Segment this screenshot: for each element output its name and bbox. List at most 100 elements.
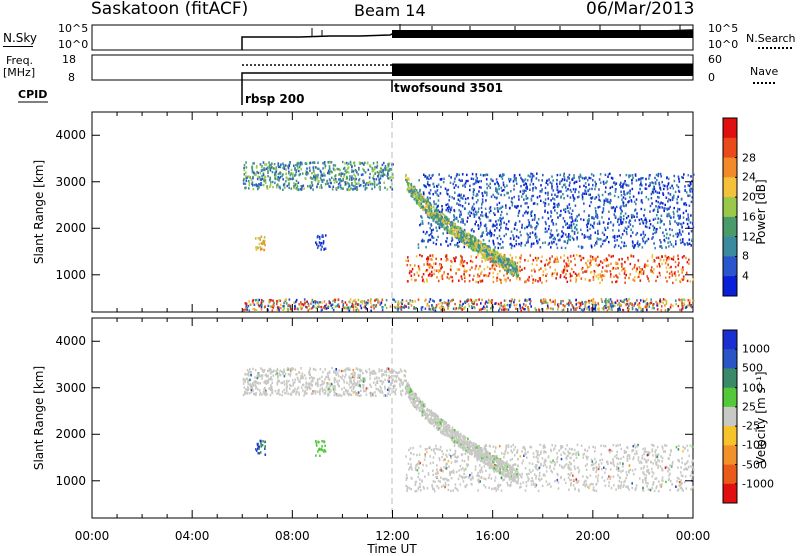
data-cell [675, 191, 677, 193]
data-cell [583, 257, 585, 259]
data-cell [560, 174, 562, 176]
data-cell [550, 181, 552, 183]
data-cell [690, 221, 692, 223]
data-cell [494, 303, 496, 305]
data-cell [319, 186, 321, 188]
data-cell [621, 263, 623, 265]
data-cell [691, 201, 693, 203]
data-cell [405, 174, 407, 176]
data-cell [661, 305, 663, 307]
data-cell [641, 191, 643, 193]
data-cell [624, 230, 626, 232]
data-cell [329, 172, 331, 174]
data-cell [327, 172, 329, 174]
data-cell [428, 274, 430, 276]
data-cell [679, 217, 681, 219]
data-cell [282, 178, 284, 180]
data-cell [576, 274, 578, 276]
power-panel [92, 112, 695, 312]
data-cell [497, 254, 499, 256]
data-cell [339, 169, 341, 171]
data-cell [551, 255, 553, 257]
data-cell [554, 198, 556, 200]
data-cell [507, 228, 509, 230]
data-cell [450, 182, 452, 184]
data-cell [268, 161, 270, 163]
data-cell [667, 213, 669, 215]
data-cell [450, 265, 452, 267]
data-cell [575, 299, 577, 301]
data-cell [423, 196, 425, 198]
data-cell [413, 195, 415, 197]
data-cell [551, 175, 553, 177]
data-cell [334, 169, 336, 171]
data-cell [641, 273, 643, 275]
data-cell [575, 264, 577, 266]
data-cell [274, 177, 276, 179]
data-cell [463, 273, 465, 275]
data-cell [611, 281, 613, 283]
data-cell [505, 300, 507, 302]
data-cell [501, 190, 503, 192]
data-cell [570, 279, 572, 281]
data-cell [470, 255, 472, 257]
data-cell [354, 299, 356, 301]
data-cell [411, 270, 413, 272]
data-cell [451, 261, 453, 263]
data-cell [351, 182, 353, 184]
data-cell [572, 194, 574, 196]
data-cell [554, 269, 556, 271]
data-cell [388, 164, 390, 166]
data-cell [468, 232, 470, 234]
data-cell [321, 310, 323, 312]
data-cell [518, 212, 520, 214]
data-cell [482, 198, 484, 200]
data-cell [301, 387, 303, 389]
data-cell [277, 183, 279, 185]
data-cell [445, 227, 447, 229]
data-cell [440, 243, 442, 245]
data-cell [656, 257, 658, 259]
data-cell [591, 188, 593, 190]
data-cell [273, 167, 275, 169]
data-cell [311, 172, 313, 174]
data-cell [359, 178, 361, 180]
data-cell [563, 197, 565, 199]
data-cell [359, 395, 361, 397]
data-cell [692, 222, 694, 224]
data-cell [578, 214, 580, 216]
data-cell [673, 211, 675, 213]
data-cell [468, 303, 470, 305]
data-cell [639, 244, 641, 246]
data-cell [469, 215, 471, 217]
data-cell [605, 298, 607, 300]
data-cell [428, 222, 430, 224]
data-cell [428, 305, 430, 307]
data-cell [652, 270, 654, 272]
data-cell [255, 246, 257, 248]
data-cell [357, 394, 359, 396]
data-cell [504, 194, 506, 196]
data-cell [550, 199, 552, 201]
data-cell [505, 204, 507, 206]
data-cell [537, 196, 539, 198]
data-cell [386, 299, 388, 301]
data-cell [527, 179, 529, 181]
data-cell [449, 230, 451, 232]
data-cell [499, 235, 501, 237]
data-cell [608, 264, 610, 266]
data-cell [263, 161, 265, 163]
data-cell [564, 179, 566, 181]
data-cell [666, 271, 668, 273]
data-cell [632, 240, 634, 242]
data-cell [578, 245, 580, 247]
data-cell [678, 258, 680, 260]
data-cell [479, 265, 481, 267]
data-cell [441, 305, 443, 307]
data-cell [690, 244, 692, 246]
data-cell [565, 247, 567, 249]
data-cell [439, 299, 441, 301]
data-cell [576, 181, 578, 183]
data-cell [670, 304, 672, 306]
data-cell [620, 205, 622, 207]
